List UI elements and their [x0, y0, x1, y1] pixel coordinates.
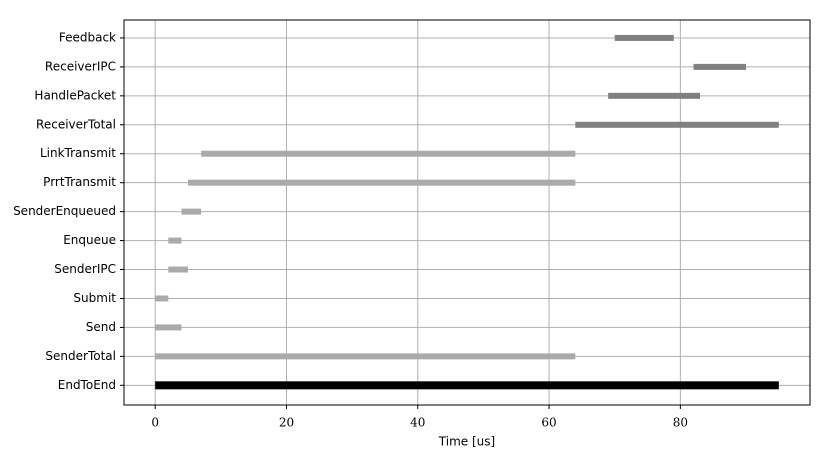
range-bar	[575, 121, 779, 128]
y-tick-label: ReceiverIPC	[45, 59, 116, 73]
x-tick-label: 80	[673, 416, 688, 430]
range-bar	[181, 208, 202, 215]
range-bar	[155, 324, 182, 331]
range-bar	[608, 92, 701, 99]
range-bar	[168, 237, 182, 244]
range-bar	[201, 150, 576, 157]
y-tick-label: PrrtTransmit	[43, 175, 116, 189]
x-tick-label: 0	[151, 416, 159, 430]
y-tick-label: LinkTransmit	[40, 146, 116, 160]
y-tick-label: ReceiverTotal	[36, 117, 116, 131]
y-tick-label: SenderTotal	[45, 349, 116, 363]
range-bar	[155, 353, 576, 360]
range-bar	[614, 34, 674, 41]
y-tick-label: Send	[86, 320, 116, 334]
range-bar	[155, 381, 779, 390]
y-tick-label: HandlePacket	[34, 88, 116, 102]
y-tick-label: Feedback	[59, 30, 116, 44]
x-tick-label: 40	[410, 416, 425, 430]
x-tick-label: 20	[279, 416, 294, 430]
range-bar	[693, 63, 746, 70]
y-tick-label: Enqueue	[63, 233, 116, 247]
plot-frame	[123, 19, 811, 406]
range-bar	[188, 179, 576, 186]
x-axis-label: Time [us]	[438, 435, 495, 449]
y-tick-label: Submit	[73, 291, 116, 305]
range-bar	[168, 266, 189, 273]
x-tick-label: 60	[541, 416, 556, 430]
y-tick-label: EndToEnd	[58, 378, 116, 392]
range-bar	[155, 295, 169, 302]
y-tick-label: SenderIPC	[54, 262, 116, 276]
y-tick-label: SenderEnqueued	[13, 204, 116, 218]
